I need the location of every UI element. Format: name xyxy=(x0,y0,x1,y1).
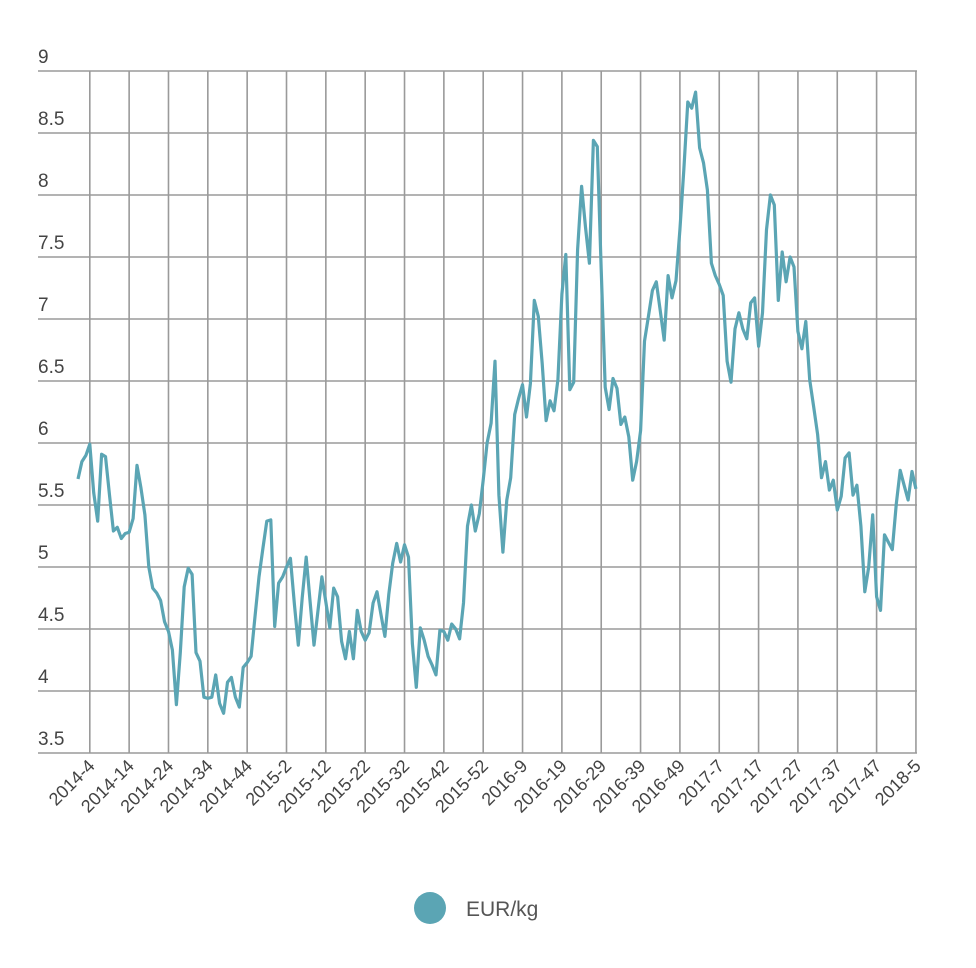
y-axis-tick-labels: 3.5 4 4.5 5 5.5 6 6.5 7 7.5 8 8.5 9 xyxy=(38,47,64,750)
x-axis-tick-labels: 2014-42014-142014-242014-342014-442015-2… xyxy=(45,756,925,817)
y-tick-label: 5.5 xyxy=(38,481,64,502)
y-tick-label: 3.5 xyxy=(38,729,64,750)
y-tick-label: 6 xyxy=(38,419,49,440)
legend-label: EUR/kg xyxy=(466,898,538,921)
horizontal-gridlines xyxy=(38,70,917,754)
y-tick-label: 7 xyxy=(38,295,49,316)
y-tick-label: 5 xyxy=(38,543,49,564)
legend: EUR/kg xyxy=(414,892,538,924)
y-tick-label: 6.5 xyxy=(38,357,64,378)
y-tick-label: 4 xyxy=(38,667,49,688)
y-tick-label: 8.5 xyxy=(38,109,64,130)
series-layer xyxy=(76,90,918,715)
y-tick-label: 4.5 xyxy=(38,605,64,626)
vertical-gridlines xyxy=(89,71,917,753)
y-tick-label: 7.5 xyxy=(38,233,64,254)
y-tick-label: 8 xyxy=(38,171,49,192)
series-line-eur-kg xyxy=(76,90,918,715)
y-tick-label: 9 xyxy=(38,47,49,68)
legend-marker xyxy=(414,892,446,924)
